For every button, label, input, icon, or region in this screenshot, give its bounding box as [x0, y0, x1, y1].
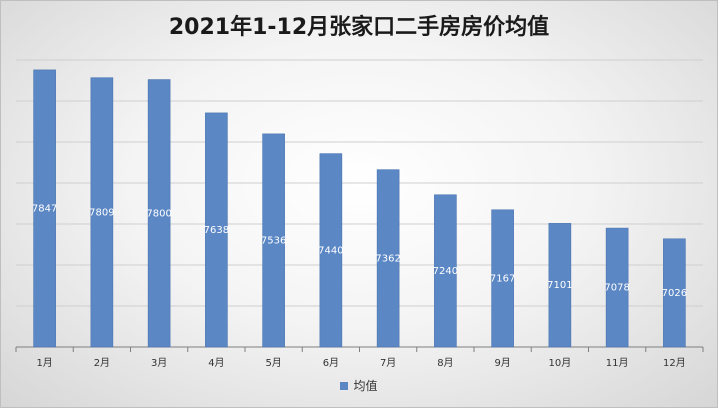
bar-10: [548, 223, 572, 348]
x-tick-label-1: 1月: [36, 357, 52, 369]
data-label-12: 7026: [662, 288, 687, 299]
legend-swatch: [340, 381, 349, 390]
x-tick-label-7: 7月: [380, 357, 396, 369]
bar-12: [663, 238, 686, 348]
x-tick-label-10: 10月: [549, 357, 572, 369]
bar-8: [434, 194, 457, 348]
x-tick-label-6: 6月: [323, 357, 339, 369]
data-label-7: 7362: [375, 253, 400, 264]
x-tick-label-8: 8月: [437, 357, 453, 369]
bar-7: [376, 169, 400, 348]
bar-4: [205, 112, 228, 348]
x-tick-label-11: 11月: [606, 357, 629, 369]
bar-6: [319, 153, 343, 348]
chart-title: 2021年1-12月张家口二手房房价均值: [168, 15, 550, 40]
data-label-5: 7536: [261, 235, 286, 246]
data-label-1: 7847: [32, 203, 57, 214]
data-label-10: 7101: [547, 280, 572, 291]
legend-label: 均值: [353, 379, 378, 393]
x-tick-label-2: 2月: [94, 357, 110, 369]
data-label-4: 7638: [204, 225, 229, 236]
data-label-9: 7167: [490, 273, 515, 284]
x-tick-label-12: 12月: [663, 357, 686, 369]
legend: 均值: [1, 377, 717, 394]
data-label-6: 7440: [318, 245, 343, 256]
data-label-3: 7800: [146, 208, 171, 219]
data-label-2: 7809: [89, 207, 114, 218]
bar-3: [147, 79, 171, 348]
data-label-8: 7240: [433, 266, 458, 277]
x-tick-label-4: 4月: [208, 357, 224, 369]
bar-2: [90, 77, 114, 348]
bar-5: [262, 133, 285, 348]
data-label-11: 7078: [604, 283, 629, 294]
x-tick-label-3: 3月: [151, 357, 167, 369]
bar-1: [33, 69, 56, 348]
x-tick-label-5: 5月: [265, 357, 281, 369]
bar-11: [605, 227, 629, 348]
bar-9: [491, 209, 514, 348]
x-tick-label-9: 9月: [494, 357, 510, 369]
